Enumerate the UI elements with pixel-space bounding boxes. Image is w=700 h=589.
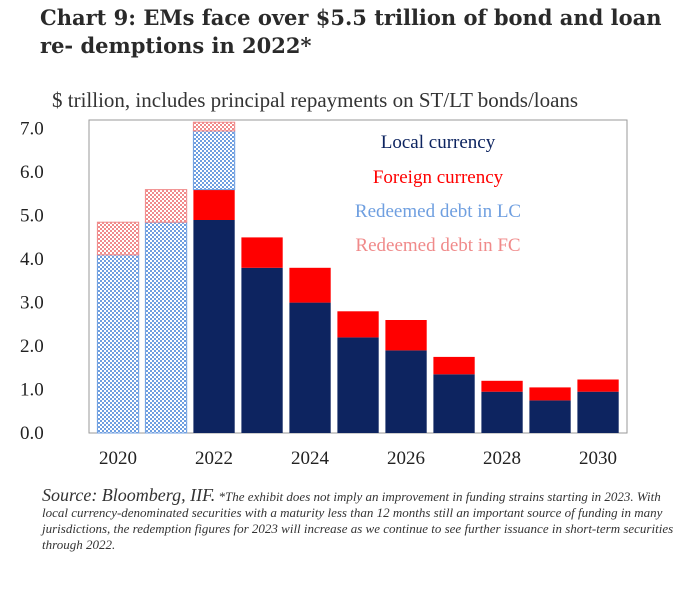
legend-entry: Redeemed debt in FC (355, 235, 520, 256)
x-tick-label: 2030 (579, 448, 617, 469)
bar-2025-foreign-currency (337, 311, 379, 338)
legend-entry: Redeemed debt in LC (355, 201, 521, 222)
y-tick-label: 0.0 (20, 423, 44, 444)
chart-title: Chart 9: EMs face over $5.5 trillion of … (40, 5, 662, 58)
x-tick-label: 2022 (195, 448, 233, 469)
source-note: Source: Bloomberg, IIF. *The exhibit doe… (42, 485, 682, 553)
bar-2028-local-currency (481, 391, 523, 433)
x-tick-label: 2026 (387, 448, 425, 469)
bar-2027-local-currency (433, 374, 475, 433)
bar-2029-foreign-currency (529, 387, 571, 401)
bar-2020-redeemed-debt-in-lc (96, 254, 140, 434)
x-tick-label: 2024 (291, 448, 330, 469)
x-axis-ticks: 2020 2022 2024 2026 2028 2030 (99, 448, 617, 469)
bar-2024-local-currency (289, 302, 331, 433)
source-label: Source: Bloomberg, IIF. (42, 485, 216, 505)
bar-2021-redeemed-debt-in-fc (144, 189, 188, 223)
y-tick-label: 5.0 (20, 206, 44, 227)
legend-entry: Local currency (381, 132, 496, 153)
y-tick-label: 4.0 (20, 249, 44, 270)
chart-subtitle: $ trillion, includes principal repayment… (52, 88, 579, 112)
source-footnote: *The exhibit does not imply an improveme… (42, 489, 674, 552)
legend-entry: Foreign currency (373, 167, 504, 188)
bar-2022-local-currency (193, 220, 235, 433)
legend: Local currency Foreign currency Redeemed d… (355, 132, 521, 256)
y-tick-label: 1.0 (20, 380, 44, 401)
bar-2026-foreign-currency (385, 320, 427, 351)
bar-2030-local-currency (577, 391, 619, 433)
x-tick-label: 2028 (483, 448, 521, 469)
bar-2028-foreign-currency (481, 380, 523, 392)
bar-2023-foreign-currency (241, 237, 283, 268)
bar-2022-foreign-currency (193, 189, 235, 220)
bar-2030-foreign-currency (577, 379, 619, 392)
bar-2025-local-currency (337, 337, 379, 433)
bar-2026-local-currency (385, 350, 427, 433)
y-tick-label: 7.0 (20, 119, 44, 140)
bar-2023-local-currency (241, 267, 283, 433)
bar-2022-redeemed-debt-in-fc (192, 121, 236, 132)
y-tick-label: 2.0 (20, 336, 44, 357)
bars-group (96, 121, 619, 434)
bar-2024-foreign-currency (289, 267, 331, 303)
y-tick-label: 3.0 (20, 293, 44, 314)
y-axis-ticks: 0.0 1.0 2.0 3.0 4.0 5.0 6.0 7.0 (20, 119, 44, 444)
bar-2022-redeemed-debt-in-lc (192, 130, 236, 191)
bar-2021-redeemed-debt-in-lc (144, 221, 188, 434)
bar-2027-foreign-currency (433, 356, 475, 375)
y-tick-label: 6.0 (20, 162, 44, 183)
x-tick-label: 2020 (99, 448, 137, 469)
bar-2029-local-currency (529, 400, 571, 433)
bar-2020-redeemed-debt-in-fc (96, 221, 140, 256)
